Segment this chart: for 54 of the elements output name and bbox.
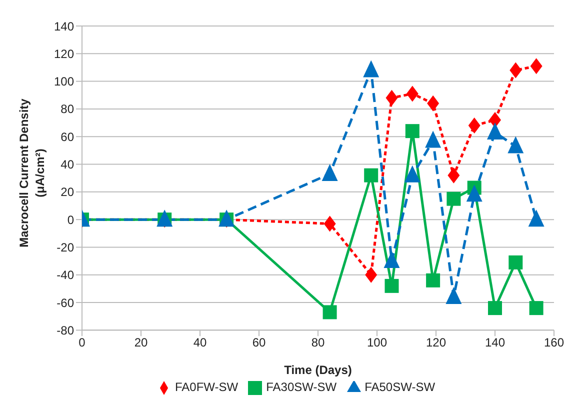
y-tick-label: -60 [56, 296, 74, 310]
y-tick-label: 120 [54, 46, 74, 61]
point [384, 251, 400, 268]
x-tick-label: 120 [426, 336, 446, 350]
point [487, 122, 503, 140]
legend-label: FA0FW-SW [174, 380, 238, 394]
point [322, 305, 337, 320]
x-tick-label: 0 [78, 336, 86, 350]
y-tick-label: -40 [56, 268, 74, 282]
x-tick-label: 20 [134, 336, 148, 350]
y-axis-title: Macrocell Current Density (μA/cm²) [17, 98, 47, 248]
point [446, 286, 462, 304]
point [488, 301, 502, 316]
point [468, 118, 480, 134]
point [386, 90, 398, 106]
point [466, 184, 482, 202]
point [446, 192, 461, 206]
legend-label: FA30SW-SW [266, 380, 337, 394]
y-tick-label: -20 [56, 240, 74, 254]
y-tick-label: 60 [60, 130, 74, 144]
legend-label: FA50SW-SW [364, 380, 436, 394]
point [426, 273, 440, 288]
x-tick-label: 60 [252, 336, 266, 350]
point [508, 136, 524, 154]
x-tick-label: 80 [311, 336, 325, 350]
x-tick-label: 40 [193, 336, 207, 350]
x-tick-label: 160 [544, 336, 564, 350]
point [405, 124, 420, 138]
point [365, 266, 378, 283]
y-tick-label: 0 [67, 212, 74, 227]
y-tick-label: 100 [54, 74, 74, 89]
y-tick-label: 20 [60, 185, 74, 200]
point [448, 167, 460, 184]
point [528, 210, 544, 227]
point [425, 130, 442, 148]
point [363, 60, 380, 78]
point [510, 62, 522, 78]
y-tick-label: 80 [60, 102, 74, 116]
point [508, 255, 523, 270]
x-tick-label: 100 [366, 336, 388, 350]
x-axis-title: Time (Days) [284, 363, 352, 378]
point [364, 168, 378, 182]
y-tick-label: -80 [56, 323, 74, 338]
y-tick-label: 140 [54, 19, 74, 34]
point [324, 216, 336, 232]
point [404, 165, 420, 182]
point [529, 301, 544, 316]
x-tick-label: 140 [484, 336, 506, 350]
point [406, 86, 418, 102]
point [384, 278, 399, 293]
point [530, 58, 542, 74]
point [322, 164, 338, 181]
point [427, 95, 440, 112]
y-tick-label: 40 [60, 158, 74, 172]
